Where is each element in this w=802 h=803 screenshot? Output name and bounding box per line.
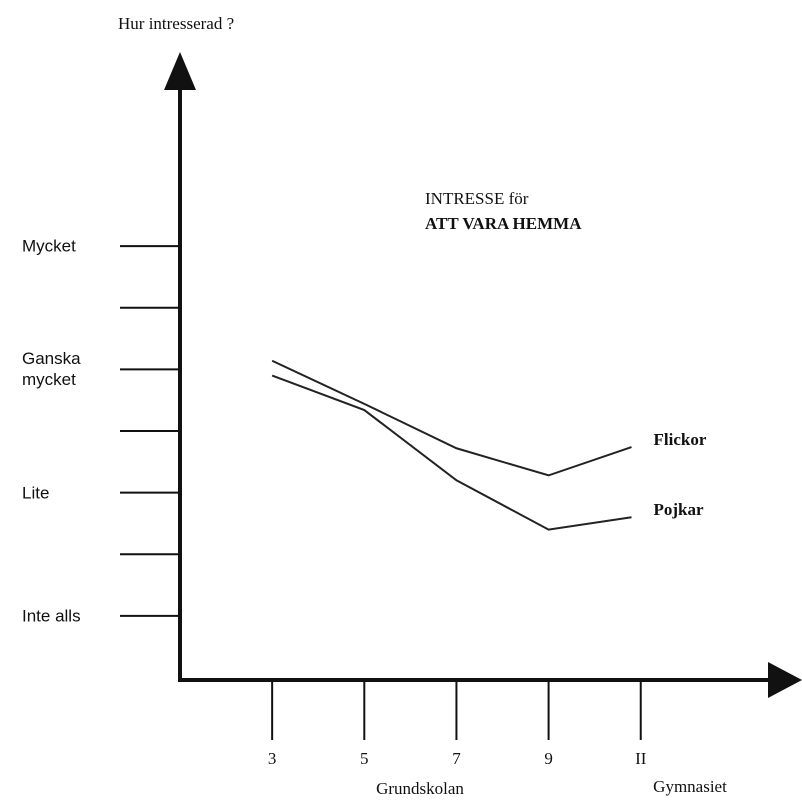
y-axis-arrow bbox=[164, 52, 196, 90]
x-tick-label: 9 bbox=[544, 749, 553, 768]
x-tick-label: 3 bbox=[268, 749, 277, 768]
series-line bbox=[271, 374, 632, 531]
y-tick-label: Inte alls bbox=[22, 606, 81, 626]
annotation: Grundskolan bbox=[376, 779, 464, 798]
x-tick-label: 7 bbox=[452, 749, 461, 768]
series-label: Pojkar bbox=[654, 500, 705, 519]
chart-title: INTRESSE för bbox=[425, 189, 529, 208]
y-tick-label: Lite bbox=[22, 483, 50, 503]
series-line bbox=[271, 359, 632, 477]
y-tick-label: Ganska mycket bbox=[22, 349, 81, 390]
y-tick-label: Mycket bbox=[22, 236, 76, 256]
annotation: Gymnasiet bbox=[653, 777, 727, 796]
series-label: Flickor bbox=[654, 430, 707, 449]
y-axis-label: Hur intresserad ? bbox=[118, 14, 234, 33]
x-tick-label: II bbox=[635, 749, 647, 768]
chart-subtitle: ATT VARA HEMMA bbox=[425, 214, 582, 233]
x-axis-arrow bbox=[768, 662, 802, 698]
x-tick-label: 5 bbox=[360, 749, 369, 768]
